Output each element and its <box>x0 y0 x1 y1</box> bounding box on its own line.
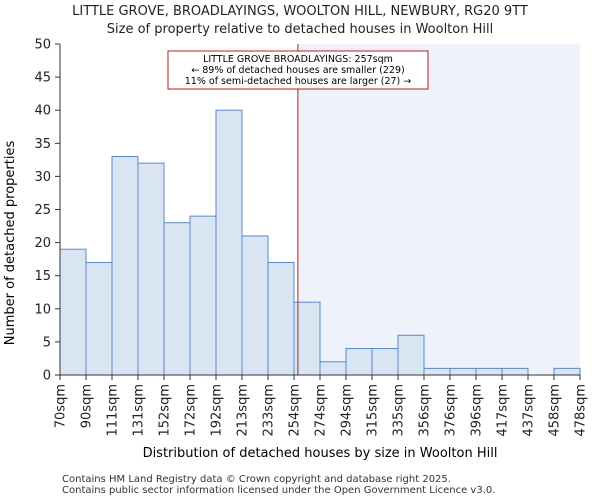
annotation-border <box>167 50 429 90</box>
x-tick-label: 274sqm <box>314 384 329 437</box>
histogram-bar <box>501 367 529 376</box>
x-tick-label: 458sqm <box>548 384 563 437</box>
histogram-bar <box>475 367 503 376</box>
x-tick-label: 192sqm <box>210 384 225 437</box>
x-tick-label: 315sqm <box>366 384 381 437</box>
x-tick-label: 254sqm <box>288 384 303 437</box>
x-tick-label: 396sqm <box>470 384 485 437</box>
annotation-box: LITTLE GROVE BROADLAYINGS: 257sqm ← 89% … <box>167 50 429 90</box>
histogram-bar <box>449 367 477 376</box>
annotation-line-2: ← 89% of detached houses are smaller (22… <box>191 65 404 76</box>
y-tick-label: 5 <box>43 335 51 350</box>
x-tick-label: 376sqm <box>444 384 459 437</box>
histogram-bar <box>397 334 425 376</box>
x-tick-label: 478sqm <box>574 384 589 437</box>
chart-subtitle: Size of property relative to detached ho… <box>106 22 494 37</box>
x-tick-label: 70sqm <box>54 384 69 428</box>
x-tick-label: 152sqm <box>158 384 173 437</box>
y-tick-label: 15 <box>34 269 51 284</box>
annotation-line-1: LITTLE GROVE BROADLAYINGS: 257sqm <box>203 54 393 65</box>
histogram-bar <box>189 215 217 376</box>
histogram-bar <box>59 248 87 376</box>
x-tick-label: 131sqm <box>132 384 147 437</box>
y-axis-label: Number of detached properties <box>3 141 18 346</box>
histogram-bar <box>553 367 581 376</box>
annotation-line-3: 11% of semi-detached houses are larger (… <box>185 76 412 87</box>
histogram-bar <box>423 367 451 376</box>
histogram-bar <box>163 222 191 376</box>
y-tick-label: 25 <box>34 203 51 218</box>
y-tick-label: 10 <box>34 302 51 317</box>
y-tick-label: 30 <box>34 170 51 185</box>
histogram-bar <box>85 261 113 376</box>
footer-line-2: Contains public sector information licen… <box>62 485 496 496</box>
x-axis-label: Distribution of detached houses by size … <box>143 446 498 461</box>
histogram-bar <box>345 348 373 376</box>
y-tick-label: 50 <box>34 38 51 53</box>
x-tick-label: 417sqm <box>496 384 511 437</box>
x-tick-label: 335sqm <box>392 384 407 437</box>
footer-line-1: Contains HM Land Registry data © Crown c… <box>62 474 451 485</box>
y-tick-label: 40 <box>34 104 51 119</box>
x-tick-label: 111sqm <box>106 384 121 437</box>
histogram-bar <box>241 235 269 376</box>
larger-region-highlight <box>297 44 580 375</box>
chart-title: LITTLE GROVE, BROADLAYINGS, WOOLTON HILL… <box>72 4 528 19</box>
x-tick-label: 172sqm <box>184 384 199 437</box>
histogram-bar <box>319 361 347 376</box>
x-tick-label: 437sqm <box>522 384 537 437</box>
y-tick-label: 35 <box>34 137 51 152</box>
histogram-bar <box>215 109 243 376</box>
x-tick-label: 233sqm <box>262 384 277 437</box>
x-tick-label: 294sqm <box>340 384 355 437</box>
x-tick-label: 213sqm <box>236 384 251 437</box>
histogram-bar <box>267 261 295 376</box>
x-tick-label: 90sqm <box>80 384 95 428</box>
x-tick-label: 356sqm <box>418 384 433 437</box>
y-tick-label: 45 <box>34 71 51 86</box>
histogram-bar <box>371 348 399 376</box>
y-tick-label: 20 <box>34 236 51 251</box>
histogram-bar <box>137 162 165 376</box>
y-tick-label: 0 <box>43 369 51 384</box>
histogram-bar <box>111 156 139 376</box>
